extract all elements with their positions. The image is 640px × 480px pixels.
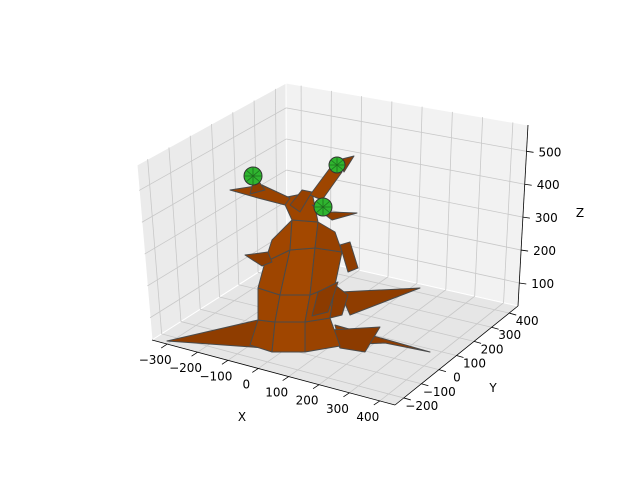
y-gridline-left	[168, 147, 182, 322]
z-tick	[522, 216, 530, 219]
y-tick	[421, 383, 429, 387]
branch-right	[309, 167, 343, 201]
y-gridline-left	[274, 88, 278, 261]
z-gridline-left	[147, 200, 287, 287]
x-tick	[343, 392, 350, 398]
x-tick-label: 200	[296, 394, 319, 408]
x-tick-label: 100	[265, 386, 288, 400]
leaf-cluster-center	[313, 197, 333, 217]
z-tick	[524, 183, 532, 186]
y-tick-label: 200	[481, 342, 504, 356]
z-tick-label: 300	[535, 211, 558, 225]
x-tick	[312, 384, 320, 390]
y-gridline-left	[211, 123, 220, 298]
y-tick	[473, 340, 482, 344]
x-tick	[373, 400, 381, 406]
x-axis-line	[151, 339, 396, 406]
x-axis-label: X	[238, 410, 246, 424]
y-tick-label: 300	[498, 328, 521, 342]
z-tick-label: 400	[537, 178, 560, 192]
x-tick-label: −200	[169, 361, 202, 375]
x-gridline-back	[416, 106, 423, 284]
x-tick	[252, 368, 259, 373]
x-gridline-back	[474, 117, 484, 297]
z-tick	[521, 249, 529, 252]
z-tick-label: 200	[533, 244, 556, 258]
z-gridline-left	[144, 169, 287, 255]
y-tick	[438, 369, 447, 373]
leaf-cluster-left	[243, 166, 263, 186]
z-tick-label: 100	[531, 277, 554, 291]
y-tick-label: 400	[516, 314, 539, 328]
stub-lower-right	[311, 281, 339, 317]
tree-mesh	[166, 155, 431, 353]
x-gridline-back	[387, 101, 393, 277]
z-gridline-left	[149, 231, 288, 319]
trunk-top-2	[289, 219, 319, 251]
stub-right	[339, 241, 359, 273]
z-tick-label: 500	[539, 145, 562, 159]
z-axis-label: Z	[576, 206, 584, 220]
y-tick	[456, 355, 464, 358]
trunk-base-2	[271, 321, 306, 353]
x-gridline-back	[503, 122, 514, 303]
y-tick-label: −100	[423, 385, 456, 399]
z-gridline-left	[141, 138, 287, 223]
y-gridline-left	[147, 159, 163, 334]
z-tick	[526, 150, 534, 153]
stub-left	[244, 251, 273, 267]
y-axis-label: Y	[488, 381, 497, 395]
crown-side	[289, 189, 313, 213]
x-ticks: −300−200−100 0 100 200 300 400	[139, 343, 381, 424]
y-tick-label: −200	[405, 399, 438, 413]
x-tick	[221, 359, 229, 365]
x-tick	[282, 376, 289, 381]
y-gridline-left	[189, 135, 201, 310]
y-gridline-left	[232, 112, 240, 285]
x-tick-label: −300	[139, 353, 172, 367]
z-gridline-back	[286, 107, 527, 152]
trunk-mid-2	[274, 294, 311, 323]
z-gridline-back	[286, 138, 525, 185]
y-tick	[509, 312, 517, 316]
y-tick-label: 0	[453, 371, 461, 385]
y-tick-label: 100	[463, 357, 486, 371]
z-ticks: 100 200 300 400 500	[519, 145, 561, 291]
leaf-cluster-right	[328, 156, 346, 174]
x-tick-label: 0	[242, 377, 250, 391]
y-tick	[403, 397, 411, 401]
x-tick-label: −100	[199, 369, 232, 383]
x-gridline-back	[445, 111, 453, 290]
z-tick	[519, 282, 527, 285]
y-gridline-floor	[161, 333, 404, 399]
x-tick-label: 400	[356, 410, 379, 424]
x-tick	[160, 343, 168, 349]
z-axis-line	[517, 124, 529, 307]
x-gridline-back	[358, 96, 363, 271]
x-tick-label: 300	[326, 402, 349, 416]
x-tick	[191, 351, 198, 357]
z-gridline-left	[138, 107, 287, 191]
leaf-clusters	[243, 156, 346, 217]
y-tick	[491, 326, 499, 330]
